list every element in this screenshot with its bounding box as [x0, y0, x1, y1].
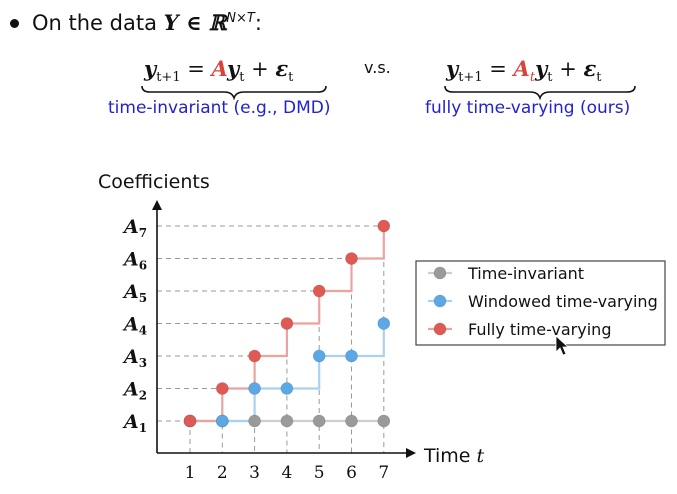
x-tick-label: 6 — [346, 463, 357, 483]
y-tick-sub: 3 — [139, 356, 147, 370]
intro-math: Y ∈ ℝ — [163, 10, 227, 35]
x-tick-label: 5 — [314, 463, 325, 483]
legend-label: Fully time-varying — [468, 320, 611, 339]
x-tick-label: 7 — [378, 463, 389, 483]
eq-left-lhs: y — [144, 56, 157, 81]
eq-left-lhs-sub: t+1 — [156, 70, 181, 86]
y-tick-base: A — [122, 249, 139, 271]
y-tick-base: A — [122, 411, 139, 433]
data-point — [280, 317, 294, 330]
eq-left-noise-sub: t — [288, 70, 294, 86]
intro-colon: : — [254, 11, 262, 35]
eq-right-rhs-var: y — [535, 56, 548, 81]
eq-left-plus: + — [244, 57, 276, 81]
y-tick-sub: 2 — [139, 389, 147, 403]
data-point — [345, 414, 358, 428]
eq-right-noise-sub: t — [596, 70, 602, 86]
eq-left-rhs-sub: t — [239, 70, 245, 86]
x-tick-label: 1 — [185, 463, 196, 483]
y-axis-arrow — [152, 200, 162, 210]
data-point — [377, 414, 391, 428]
eq-left-noise: ε — [275, 56, 289, 81]
eq-right-equals: = — [482, 57, 514, 81]
eq-left-coef: A — [211, 56, 227, 81]
x-axis-arrow — [406, 448, 416, 458]
versus-text: v.s. — [364, 58, 391, 77]
y-tick-sub: 7 — [139, 226, 147, 240]
chart-axes — [152, 200, 416, 458]
data-point — [312, 349, 326, 363]
y-tick-label: A4 — [122, 314, 147, 338]
mouse-cursor-icon — [555, 335, 570, 356]
legend-label: Time-invariant — [467, 264, 584, 283]
eq-right-noise: ε — [583, 56, 597, 81]
y-tick-sub: 5 — [139, 291, 147, 305]
data-point — [377, 219, 391, 233]
y-tick-label: A7 — [122, 216, 147, 240]
chart-legend: Time-invariant Windowed time-varying Fully… — [415, 260, 666, 356]
eq-right-rhs-sub: t — [547, 70, 553, 86]
data-point — [215, 414, 229, 428]
data-point — [215, 382, 229, 395]
label-fully-time-varying: fully time-varying (ours) — [425, 98, 631, 118]
y-tick-sub: 6 — [139, 259, 147, 273]
chart-series — [183, 219, 391, 428]
series-line-1 — [190, 323, 385, 423]
eq-right-coef: A — [513, 56, 530, 81]
data-point — [248, 414, 262, 428]
legend-marker — [433, 322, 447, 336]
y-axis-label: Coefficients — [98, 171, 210, 193]
legend-marker — [433, 294, 447, 308]
eq-right-lhs-sub: t+1 — [458, 70, 483, 86]
eq-right-lhs: y — [446, 56, 459, 81]
bullet-point — [10, 19, 19, 28]
y-tick-label: A3 — [122, 346, 147, 370]
y-tick-label: A6 — [122, 249, 147, 273]
y-tick-base: A — [122, 379, 139, 401]
x-tick-label: 3 — [249, 463, 260, 483]
legend-label: Windowed time-varying — [468, 292, 658, 311]
data-point — [312, 284, 326, 298]
x-tick-label: 4 — [281, 463, 292, 483]
data-point — [345, 252, 358, 265]
data-point — [280, 414, 294, 428]
brace-left — [141, 85, 327, 100]
legend-marker — [433, 266, 447, 280]
y-tick-base: A — [122, 216, 139, 238]
intro-text: On the data — [32, 11, 157, 35]
eq-left-equals: = — [180, 57, 212, 81]
x-tick-label: 2 — [217, 463, 228, 483]
x-axis-label-text: Time — [423, 445, 471, 467]
y-tick-label: A5 — [122, 281, 147, 305]
data-point — [183, 414, 197, 428]
y-tick-label: A2 — [122, 379, 147, 403]
eq-right-coef-sub: t — [529, 70, 536, 86]
data-point — [248, 382, 262, 395]
y-tick-sub: 1 — [139, 421, 147, 435]
y-tick-base: A — [122, 314, 139, 336]
eq-left-rhs-var: y — [227, 56, 240, 81]
data-point — [345, 349, 358, 363]
intro-sup: N×T — [226, 11, 255, 26]
intro-line: On the data Y ∈ ℝN×T: — [32, 10, 262, 35]
data-point — [248, 349, 262, 363]
data-point — [280, 382, 294, 395]
y-tick-base: A — [122, 346, 139, 368]
equation-left: yt+1 = Ayt + εt — [144, 56, 293, 85]
equation-right: yt+1 = Atyt + εt — [446, 56, 601, 85]
brace-right — [444, 85, 636, 100]
label-time-invariant: time-invariant (e.g., DMD) — [108, 98, 331, 118]
data-point — [312, 414, 326, 428]
y-tick-label: A1 — [122, 411, 147, 435]
legend-box — [415, 260, 666, 346]
eq-right-plus: + — [552, 57, 584, 81]
y-tick-sub: 4 — [139, 324, 147, 338]
x-axis-label-var: t — [477, 445, 485, 467]
data-point — [377, 317, 391, 330]
x-axis-label: Time t — [423, 445, 485, 467]
y-tick-base: A — [122, 281, 139, 303]
